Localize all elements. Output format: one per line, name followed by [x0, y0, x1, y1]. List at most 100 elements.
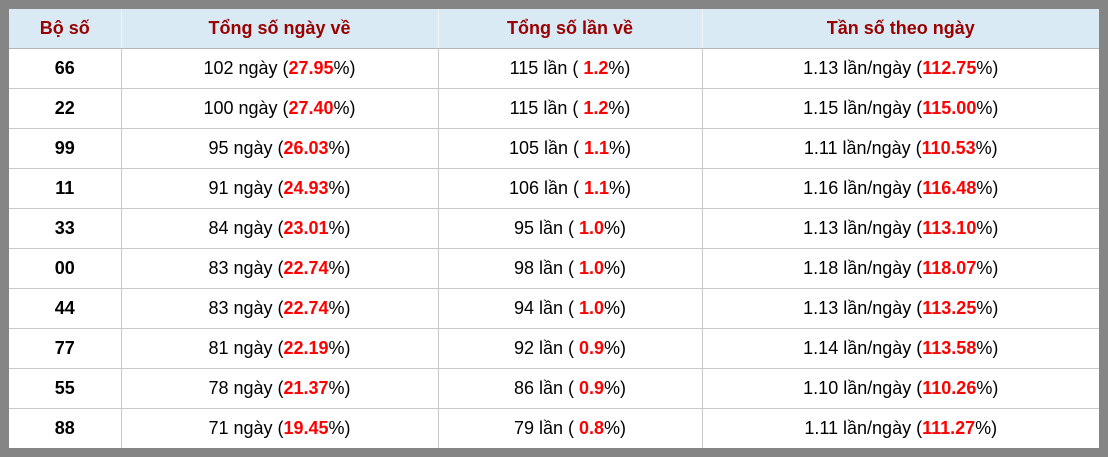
times-text: 94 lần (	[513, 297, 579, 318]
days-text: 83 ngày (	[208, 297, 284, 318]
freq-text: 1.14 lần/ngày (	[803, 337, 923, 358]
lottery-pair-stats-table: Bộ số Tổng số ngày về Tổng số lần về Tần…	[9, 9, 1099, 448]
table-row: 77 81 ngày (22.19%) 92 lần ( 0.9%) 1.14 …	[9, 328, 1099, 369]
times-suffix: %)	[604, 337, 627, 358]
times-cell: 98 lần ( 1.0%)	[438, 248, 703, 289]
times-percent: 1.0	[579, 297, 605, 318]
days-percent: 27.95	[288, 57, 334, 78]
pair-cell: 11	[9, 168, 122, 209]
times-suffix: %)	[608, 97, 631, 118]
days-text: 84 ngày (	[208, 217, 284, 238]
times-suffix: %)	[609, 137, 632, 158]
freq-suffix: %)	[976, 337, 999, 358]
table-row: 33 84 ngày (23.01%) 95 lần ( 1.0%) 1.13 …	[9, 208, 1099, 249]
days-text: 81 ngày (	[208, 337, 284, 358]
freq-suffix: %)	[976, 217, 999, 238]
times-text: 86 lần (	[513, 377, 579, 398]
freq-text: 1.15 lần/ngày (	[803, 97, 923, 118]
days-percent: 22.19	[283, 337, 329, 358]
pair-value: 55	[54, 377, 75, 398]
pair-cell: 88	[9, 408, 122, 448]
days-suffix: %)	[333, 57, 356, 78]
freq-percent: 110.53	[921, 137, 976, 158]
days-percent: 21.37	[283, 377, 329, 398]
pair-value: 77	[54, 337, 75, 358]
days-cell: 91 ngày (24.93%)	[121, 168, 439, 209]
freq-percent: 113.10	[922, 217, 977, 238]
pair-cell: 66	[9, 48, 122, 89]
freq-text: 1.16 lần/ngày (	[803, 177, 923, 198]
freq-percent: 113.58	[922, 337, 977, 358]
table-row: 11 91 ngày (24.93%) 106 lần ( 1.1%) 1.16…	[9, 168, 1099, 209]
times-percent: 1.2	[583, 57, 609, 78]
times-text: 98 lần (	[513, 257, 579, 278]
col-header-times: Tổng số lần về	[438, 9, 703, 49]
days-cell: 102 ngày (27.95%)	[121, 48, 439, 89]
freq-text: 1.13 lần/ngày (	[803, 297, 923, 318]
freq-percent: 112.75	[922, 57, 977, 78]
freq-percent: 118.07	[922, 257, 977, 278]
days-suffix: %)	[328, 297, 351, 318]
times-percent: 1.1	[584, 137, 610, 158]
pair-cell: 99	[9, 128, 122, 169]
days-text: 95 ngày (	[208, 137, 284, 158]
times-percent: 1.1	[584, 177, 610, 198]
pair-cell: 00	[9, 248, 122, 289]
times-cell: 79 lần ( 0.8%)	[438, 408, 703, 448]
col-header-pair: Bộ số	[9, 9, 122, 49]
table-row: 00 83 ngày (22.74%) 98 lần ( 1.0%) 1.18 …	[9, 248, 1099, 289]
freq-suffix: %)	[975, 417, 998, 438]
days-suffix: %)	[328, 417, 351, 438]
pair-value: 88	[54, 417, 75, 438]
table-row: 99 95 ngày (26.03%) 105 lần ( 1.1%) 1.11…	[9, 128, 1099, 169]
pair-value: 11	[55, 177, 75, 198]
freq-text: 1.11 lần/ngày (	[804, 417, 923, 438]
times-cell: 105 lần ( 1.1%)	[438, 128, 703, 169]
days-suffix: %)	[328, 377, 351, 398]
freq-percent: 115.00	[922, 97, 977, 118]
times-suffix: %)	[604, 417, 627, 438]
days-cell: 84 ngày (23.01%)	[121, 208, 439, 249]
times-cell: 106 lần ( 1.1%)	[438, 168, 703, 209]
days-cell: 83 ngày (22.74%)	[121, 248, 439, 289]
days-suffix: %)	[328, 337, 351, 358]
days-text: 71 ngày (	[208, 417, 284, 438]
table-row: 66 102 ngày (27.95%) 115 lần ( 1.2%) 1.1…	[9, 48, 1099, 89]
times-percent: 1.0	[579, 217, 605, 238]
days-percent: 26.03	[283, 137, 329, 158]
table-row: 44 83 ngày (22.74%) 94 lần ( 1.0%) 1.13 …	[9, 288, 1099, 329]
col-header-freq: Tần số theo ngày	[702, 9, 1099, 49]
freq-percent: 116.48	[922, 177, 977, 198]
freq-cell: 1.18 lần/ngày (118.07%)	[702, 248, 1099, 289]
days-suffix: %)	[328, 137, 351, 158]
freq-text: 1.11 lần/ngày (	[803, 137, 922, 158]
table-row: 88 71 ngày (19.45%) 79 lần ( 0.8%) 1.11 …	[9, 408, 1099, 448]
pair-cell: 33	[9, 208, 122, 249]
pair-value: 33	[54, 217, 75, 238]
days-percent: 27.40	[288, 97, 334, 118]
days-text: 100 ngày (	[203, 97, 289, 118]
days-percent: 22.74	[283, 297, 329, 318]
pair-value: 44	[54, 297, 75, 318]
pair-value: 00	[54, 257, 75, 278]
pair-value: 66	[54, 57, 75, 78]
days-cell: 71 ngày (19.45%)	[121, 408, 439, 448]
freq-cell: 1.16 lần/ngày (116.48%)	[702, 168, 1099, 209]
pair-value: 22	[54, 97, 75, 118]
freq-percent: 111.27	[922, 417, 976, 438]
freq-percent: 113.25	[922, 297, 977, 318]
times-percent: 1.0	[579, 257, 605, 278]
days-suffix: %)	[328, 217, 351, 238]
times-text: 106 lần (	[508, 177, 585, 198]
times-suffix: %)	[604, 257, 627, 278]
freq-suffix: %)	[976, 297, 999, 318]
table-row: 55 78 ngày (21.37%) 86 lần ( 0.9%) 1.10 …	[9, 368, 1099, 409]
times-cell: 86 lần ( 0.9%)	[438, 368, 703, 409]
times-text: 115 lần (	[509, 97, 584, 118]
freq-cell: 1.11 lần/ngày (110.53%)	[702, 128, 1099, 169]
days-cell: 83 ngày (22.74%)	[121, 288, 439, 329]
times-suffix: %)	[604, 217, 627, 238]
times-text: 95 lần (	[513, 217, 579, 238]
freq-cell: 1.10 lần/ngày (110.26%)	[702, 368, 1099, 409]
